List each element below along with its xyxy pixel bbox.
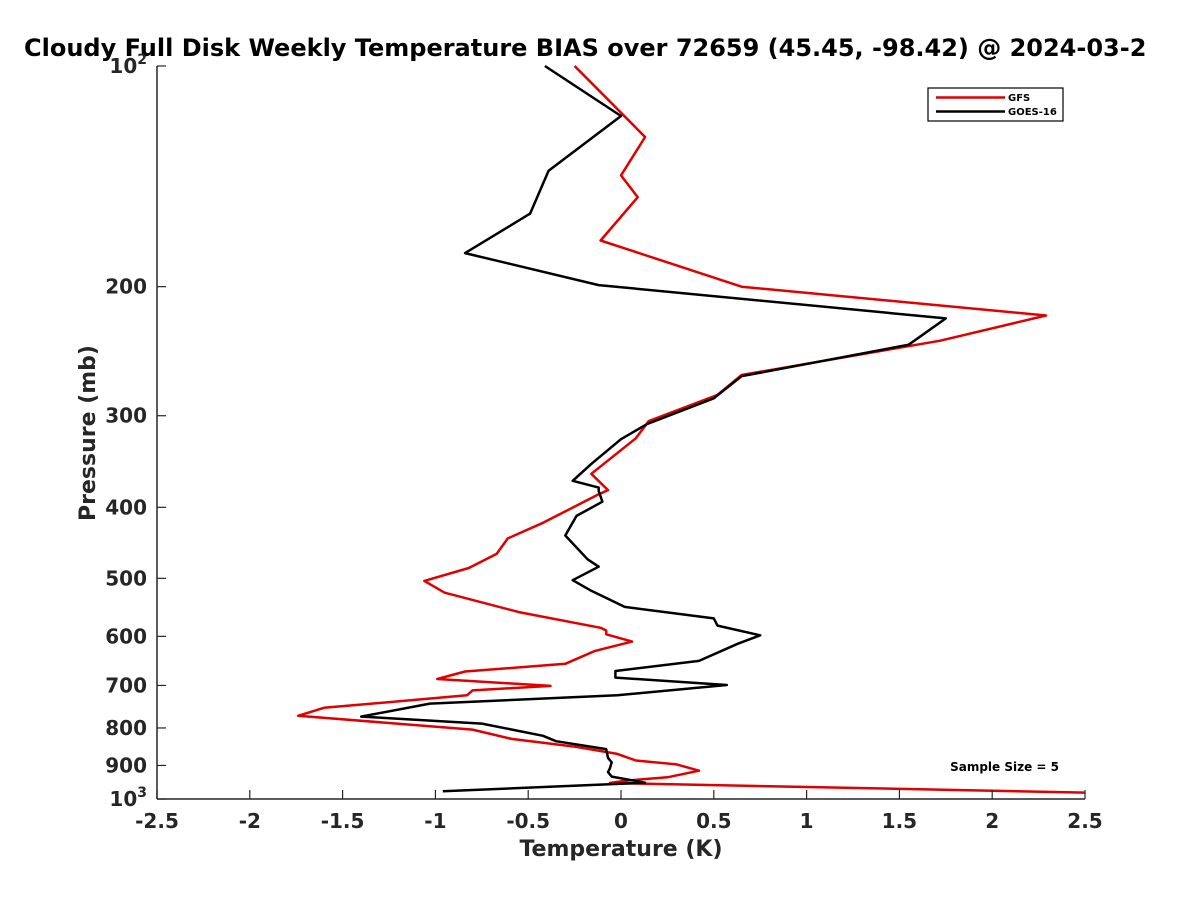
x-tick-label: 2.5 [1067, 809, 1102, 833]
x-tick-label: -1.5 [321, 809, 365, 833]
y-tick-label: 500 [105, 566, 147, 590]
y-tick-label: 103 [109, 785, 147, 811]
y-tick-label: 400 [105, 495, 147, 519]
x-tick-label: -2 [239, 809, 261, 833]
x-tick-label: 1.5 [882, 809, 917, 833]
x-tick-label: -1 [424, 809, 446, 833]
x-tick-label: -0.5 [506, 809, 550, 833]
legend-label-gfs: GFS [1008, 93, 1030, 104]
y-tick-label: 600 [105, 624, 147, 648]
y-tick-label: 800 [105, 716, 147, 740]
legend-label-goes-16: GOES-16 [1008, 107, 1057, 118]
x-tick-label: -2.5 [135, 809, 179, 833]
y-axis-label: Pressure (mb) [76, 345, 101, 521]
y-tick-label: 102 [109, 52, 147, 78]
x-tick-label: 0.5 [696, 809, 731, 833]
y-tick-label: 200 [105, 275, 147, 299]
chart-title: Cloudy Full Disk Weekly Temperature BIAS… [24, 34, 1146, 62]
legend: GFS GOES-16 [927, 87, 1064, 122]
y-tick-label: 900 [105, 753, 147, 777]
x-tick-label: 2 [985, 809, 999, 833]
legend-box [927, 87, 1064, 122]
series-layer [296, 64, 1086, 794]
ticks-layer: -2.5 -2 -1.5 -1 -0.5 0 0.5 1 1.5 2 2.5 102 200 300 400… [105, 52, 1102, 833]
y-tick-label: 700 [105, 673, 147, 697]
series-line-goes-16 [359, 64, 948, 793]
x-tick-label: 1 [800, 809, 814, 833]
x-tick-label: 0 [614, 809, 628, 833]
x-axis-label: Temperature (K) [519, 837, 722, 862]
sample-size-annotation: Sample Size = 5 [950, 760, 1059, 774]
y-tick-label: 300 [105, 404, 147, 428]
